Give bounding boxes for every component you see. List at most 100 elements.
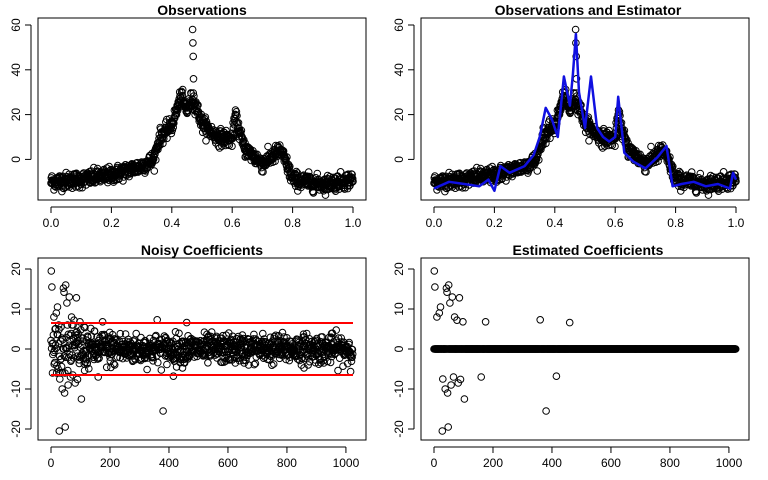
data-point: [74, 330, 83, 338]
data-point: [200, 328, 209, 337]
x-tick-label: 0.6: [607, 216, 624, 230]
y-axis: -20 -10 0 10 20: [9, 262, 32, 438]
chart-title: Noisy Coefficients: [141, 242, 263, 258]
data-points: [47, 267, 357, 435]
data-point: [477, 373, 486, 381]
data-point: [348, 173, 356, 182]
data-point: [447, 381, 455, 389]
data-point: [90, 355, 98, 364]
data-point: [64, 366, 72, 375]
data-point: [116, 329, 125, 338]
data-point: [170, 114, 179, 122]
data-point: [169, 123, 177, 132]
data-point: [310, 341, 318, 350]
x-tick-label: 600: [218, 456, 238, 470]
data-point: [83, 359, 92, 367]
data-point: [110, 360, 118, 368]
data-points: [430, 25, 740, 199]
data-point: [430, 267, 439, 275]
data-point: [152, 156, 160, 164]
data-point: [175, 329, 183, 338]
data-point: [98, 318, 107, 326]
data-point: [47, 267, 56, 275]
data-point: [204, 359, 212, 367]
x-axis: 0.0 0.2 0.4 0.6 0.8 1.0: [43, 206, 362, 230]
x-tick-label: 1000: [333, 456, 360, 470]
y-axis: 0 20 40 60: [9, 18, 32, 163]
data-point: [58, 334, 66, 342]
data-point: [189, 52, 197, 61]
y-tick-label: 20: [392, 108, 406, 122]
data-point: [552, 372, 561, 381]
data-point: [228, 142, 236, 150]
data-point: [269, 360, 278, 368]
data-point: [283, 153, 291, 161]
data-point: [232, 108, 241, 116]
data-point: [75, 353, 84, 361]
data-point: [348, 345, 357, 354]
data-point: [174, 102, 182, 111]
data-point: [326, 358, 335, 367]
x-axis: 0 200 400 600 800 1000: [48, 446, 360, 470]
data-point: [611, 142, 619, 150]
data-point: [448, 293, 457, 301]
data-point: [111, 335, 120, 343]
data-point: [72, 294, 81, 302]
data-point: [64, 381, 72, 389]
data-point: [53, 303, 62, 311]
data-point: [276, 141, 284, 149]
data-point: [295, 356, 304, 365]
data-point: [266, 356, 274, 364]
data-point: [282, 355, 290, 364]
data-point: [189, 89, 198, 97]
data-point: [85, 364, 93, 373]
data-point: [620, 129, 628, 137]
x-axis: 0.0 0.2 0.4 0.6 0.8 1.0: [426, 206, 745, 230]
data-point: [280, 333, 288, 341]
y-tick-label: 40: [392, 63, 406, 77]
data-point: [66, 373, 75, 381]
data-point: [348, 353, 356, 362]
data-point: [55, 325, 63, 334]
data-point: [55, 427, 64, 435]
data-point: [349, 177, 357, 186]
data-point: [228, 134, 237, 143]
x-tick-label: 200: [100, 456, 120, 470]
y-tick-label: 60: [392, 18, 406, 32]
data-point: [143, 365, 151, 374]
data-point: [441, 385, 450, 393]
y-tick-label: -10: [392, 380, 406, 398]
data-point: [146, 334, 154, 343]
y-tick-label: 0: [9, 345, 23, 352]
x-tick-label: 600: [601, 456, 621, 470]
x-tick-label: 0: [48, 456, 55, 470]
data-point: [150, 167, 159, 175]
data-point: [285, 356, 294, 365]
data-point: [178, 85, 187, 94]
data-point: [163, 360, 171, 369]
data-point: [456, 375, 465, 384]
data-point: [58, 385, 67, 393]
data-point: [348, 350, 357, 358]
x-tick-label: 200: [483, 456, 503, 470]
x-tick-label: 1.0: [345, 216, 362, 230]
data-point: [76, 318, 84, 326]
y-tick-label: 20: [9, 262, 23, 276]
x-tick-label: 0.8: [284, 216, 301, 230]
data-point: [202, 137, 210, 145]
data-point: [210, 333, 219, 342]
data-point: [157, 366, 166, 374]
data-point: [50, 346, 59, 355]
data-point: [234, 119, 243, 127]
data-point: [443, 389, 452, 397]
x-tick-label: 1000: [716, 456, 743, 470]
plot-frame: [37, 257, 367, 441]
data-point: [67, 356, 76, 364]
y-tick-label: 0: [9, 156, 23, 163]
data-point: [238, 134, 247, 143]
data-point: [233, 111, 241, 120]
data-point: [347, 179, 355, 187]
data-point: [70, 343, 79, 352]
